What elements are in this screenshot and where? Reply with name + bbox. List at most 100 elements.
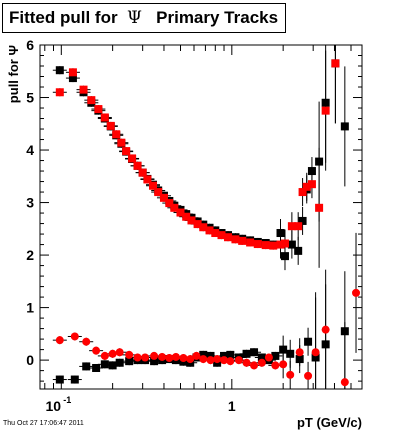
data-point-black xyxy=(311,353,320,362)
data-point-red xyxy=(192,351,201,360)
data-point-red xyxy=(271,361,280,370)
data-point-red xyxy=(276,240,285,249)
data-point-red xyxy=(100,351,109,360)
data-point-black xyxy=(220,351,229,360)
title-symbol: Ψ xyxy=(127,8,142,28)
data-point-red xyxy=(55,88,64,97)
data-point-red xyxy=(165,199,174,208)
data-point-red xyxy=(294,222,303,231)
y-tick-label: 5 xyxy=(26,90,34,106)
data-point-red xyxy=(186,355,195,364)
data-point-red xyxy=(143,175,152,184)
data-point-red xyxy=(217,231,226,240)
data-point-red xyxy=(250,361,259,370)
data-point-red xyxy=(92,346,101,355)
data-point-red xyxy=(298,188,307,197)
data-point-black xyxy=(55,66,64,75)
data-point-red xyxy=(68,68,77,77)
data-point-black xyxy=(257,353,266,362)
data-point-red xyxy=(149,181,158,190)
data-point-black xyxy=(150,357,159,366)
data-point-red xyxy=(279,360,288,369)
data-point-red xyxy=(165,354,174,363)
data-point-red xyxy=(224,233,233,242)
data-point-red xyxy=(182,212,191,221)
data-point-red xyxy=(115,348,124,357)
y-tick-label: 1 xyxy=(26,300,34,316)
data-point-red xyxy=(100,113,109,122)
data-point-red xyxy=(158,352,167,361)
y-tick-label: 0 xyxy=(26,352,34,368)
data-point-black xyxy=(68,74,77,83)
x-tick-exponent: -1 xyxy=(63,395,71,405)
data-point-red xyxy=(211,229,220,238)
data-point-red xyxy=(106,121,115,130)
data-point-red xyxy=(331,59,340,68)
data-point-black xyxy=(304,337,313,346)
data-point-black xyxy=(321,340,330,349)
data-point-red xyxy=(269,241,278,250)
data-point-red xyxy=(321,325,330,334)
data-point-black xyxy=(279,345,288,354)
data-point-red xyxy=(295,348,304,357)
data-point-red xyxy=(133,161,142,170)
data-point-black xyxy=(55,375,64,384)
data-point-red xyxy=(125,350,134,359)
y-tick-label: 6 xyxy=(26,37,34,53)
data-point-red xyxy=(304,371,313,380)
data-point-red xyxy=(286,370,295,379)
data-point-black xyxy=(271,351,280,360)
data-point-black xyxy=(287,240,296,249)
data-point-red xyxy=(154,188,163,197)
data-point-black xyxy=(70,375,79,384)
x-axis-label: pT (GeV/c) xyxy=(297,415,362,430)
data-point-red xyxy=(82,337,91,346)
data-point-black xyxy=(92,363,101,372)
data-point-red xyxy=(179,354,188,363)
data-point-red xyxy=(193,220,202,229)
data-point-black xyxy=(100,360,109,369)
data-point-red xyxy=(307,180,316,189)
data-point-black xyxy=(276,229,285,238)
plot-frame xyxy=(39,44,363,390)
footer-date: Thu Oct 27 17:06:47 2011 xyxy=(3,420,84,427)
data-point-red xyxy=(108,349,117,358)
data-point-red xyxy=(159,193,168,202)
data-point-red xyxy=(234,356,243,365)
chart-title: Fitted pull for Ψ Primary Tracks xyxy=(2,3,286,33)
data-point-black xyxy=(295,355,304,364)
y-tick-label: 3 xyxy=(26,195,34,211)
data-point-red xyxy=(280,239,289,248)
data-point-red xyxy=(340,378,349,387)
data-point-red xyxy=(213,355,222,364)
data-point-red xyxy=(117,138,126,147)
data-point-red xyxy=(220,356,229,365)
data-point-red xyxy=(150,351,159,360)
data-point-red xyxy=(141,353,150,362)
data-point-black xyxy=(108,361,117,370)
data-point-red xyxy=(302,182,311,191)
data-point-black xyxy=(340,327,349,336)
data-point-black xyxy=(294,246,303,255)
data-point-red xyxy=(170,203,179,212)
data-point-red xyxy=(352,288,361,297)
data-point-black xyxy=(340,122,349,131)
data-point-black xyxy=(315,157,324,166)
data-point-red xyxy=(231,235,240,244)
data-point-red xyxy=(128,154,137,163)
data-point-red xyxy=(55,336,64,345)
data-point-red xyxy=(70,332,79,341)
title-suffix: Primary Tracks xyxy=(156,8,279,27)
data-point-red xyxy=(246,238,255,247)
data-point-black xyxy=(321,98,330,107)
y-axis-label: pull for Ψ xyxy=(6,45,21,103)
data-point-black xyxy=(125,357,134,366)
data-point-red xyxy=(94,105,103,114)
data-point-red xyxy=(79,85,88,94)
data-point-black xyxy=(115,358,124,367)
data-point-red xyxy=(264,353,273,362)
data-point-black xyxy=(206,351,215,360)
data-point-red xyxy=(199,223,208,232)
data-point-red xyxy=(133,353,142,362)
